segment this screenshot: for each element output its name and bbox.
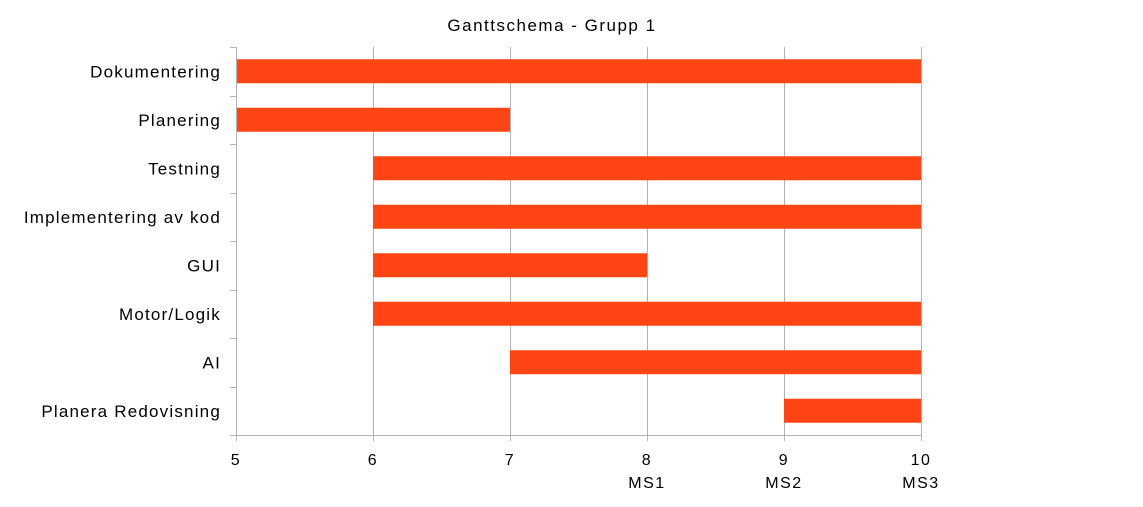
bars <box>236 59 921 423</box>
category-label: GUI <box>187 256 221 275</box>
bar-1 <box>236 107 510 132</box>
x-tick-label: 6 <box>368 452 378 469</box>
category-label: Planering <box>138 111 221 130</box>
x-tick-label: 5 <box>231 452 241 469</box>
bar-5 <box>373 301 921 326</box>
x-tick-labels: 5 6 7 8 9 10 <box>231 452 932 469</box>
category-label: Implementering av kod <box>24 208 221 227</box>
milestone-label: MS1 <box>628 475 665 492</box>
category-label: AI <box>203 353 221 372</box>
axes <box>230 47 922 441</box>
gridlines <box>373 47 922 435</box>
bar-2 <box>373 156 921 181</box>
category-label: Dokumentering <box>90 62 221 81</box>
milestone-label: MS3 <box>902 475 939 492</box>
category-label: Planera Redovisning <box>41 402 221 421</box>
x-tick-label: 7 <box>505 452 515 469</box>
x-tick-label: 10 <box>911 452 932 469</box>
category-labels: Dokumentering Planering Testning Implemente… <box>24 62 221 421</box>
chart-title: Ganttschema - Grupp 1 <box>447 16 656 35</box>
category-label: Testning <box>148 159 221 178</box>
category-label: Motor/Logik <box>119 305 221 324</box>
bar-6 <box>510 350 921 375</box>
bar-4 <box>373 253 647 278</box>
bar-7 <box>784 398 921 423</box>
bar-0 <box>236 59 921 84</box>
milestone-labels: MS1 MS2 MS3 <box>628 475 939 492</box>
milestone-label: MS2 <box>765 475 802 492</box>
x-tick-label: 8 <box>642 452 652 469</box>
bar-3 <box>373 204 921 229</box>
x-tick-label: 9 <box>779 452 789 469</box>
